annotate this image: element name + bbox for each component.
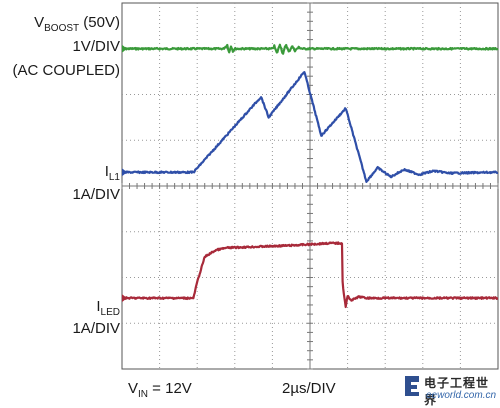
trace-iled: [121, 241, 499, 309]
channel-marker-il1: [122, 168, 127, 177]
plot-traces: [121, 43, 499, 309]
vboost-coupling-label: (AC COUPLED): [12, 62, 120, 79]
watermark-url: eeworld.com.cn: [426, 390, 497, 401]
vboost-scale-label: 1V/DIV: [72, 38, 120, 55]
vboost-label: VBOOST (50V): [34, 14, 120, 34]
plot-grid: [121, 2, 499, 370]
iled-scale-label: 1A/DIV: [72, 320, 120, 337]
il1-label: IL1: [104, 163, 120, 183]
iled-label: ILED: [96, 298, 120, 318]
timebase-label: 2µs/DIV: [282, 380, 336, 397]
watermark-chinese-text: 电子工程世界: [424, 376, 490, 407]
eeworld-watermark: 电子工程世界 eeworld.com.cn: [402, 372, 498, 407]
channel-markers: [122, 44, 127, 303]
trace-vboost: [121, 43, 499, 55]
vin-label: VIN = 12V: [128, 380, 192, 400]
channel-marker-vboost: [122, 44, 127, 53]
il1-scale-label: 1A/DIV: [72, 186, 120, 203]
eeworld-logo-icon: [405, 376, 419, 396]
trace-il1: [121, 71, 499, 183]
channel-marker-iled: [122, 294, 127, 303]
